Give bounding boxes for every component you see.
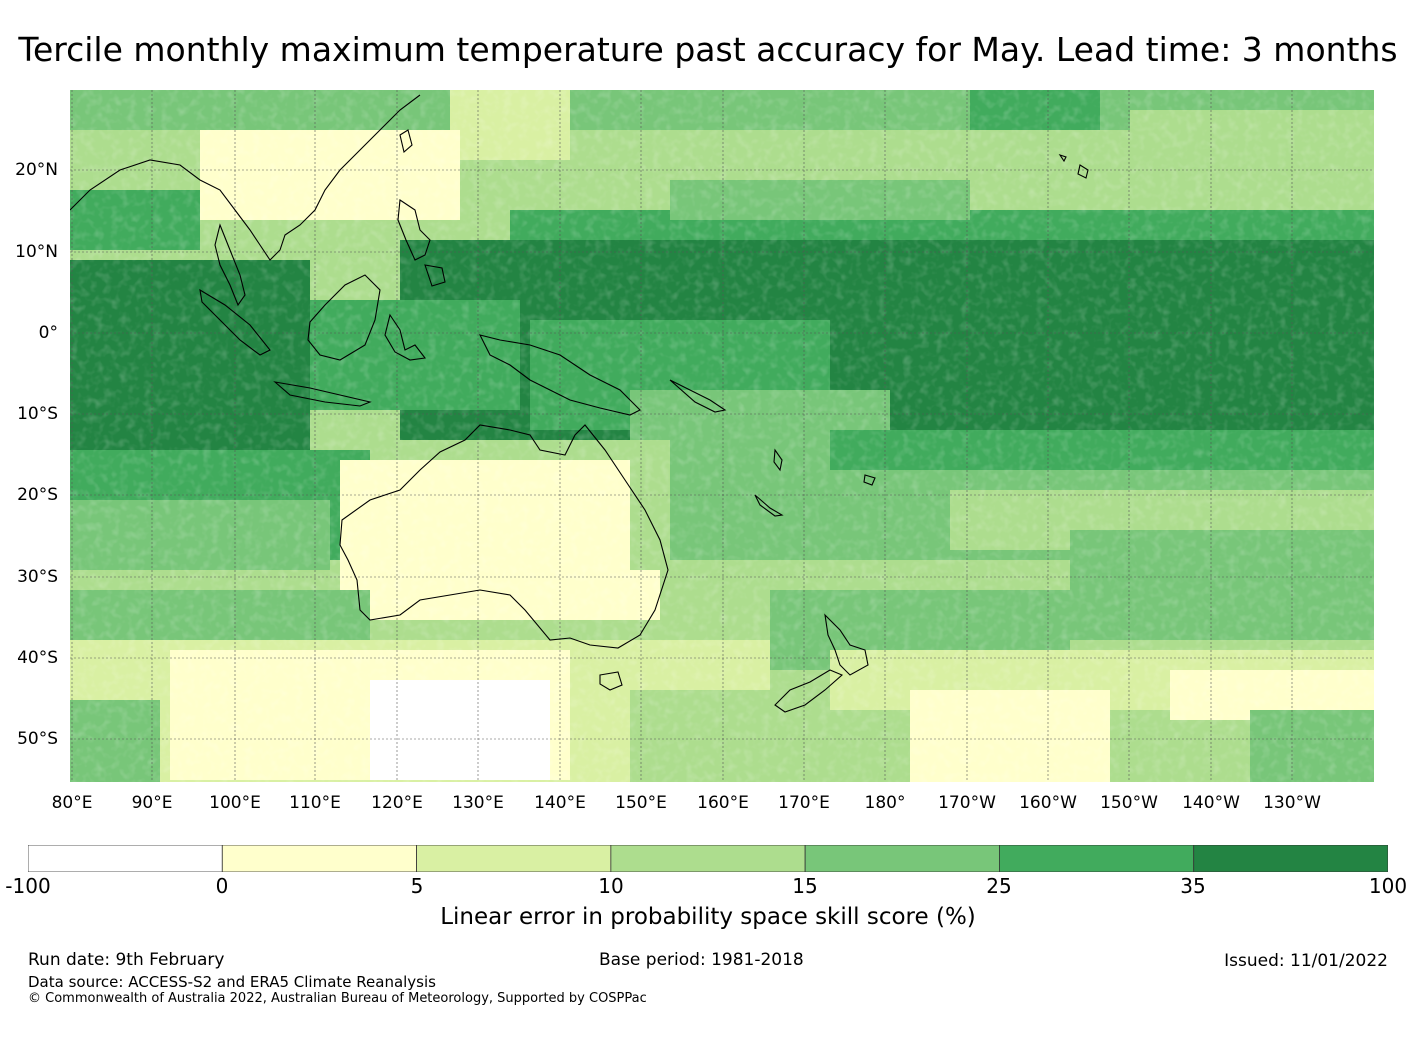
colorbar-tick: 5 <box>410 874 424 898</box>
lon-label-160e: 160°E <box>697 793 749 813</box>
coastlines <box>70 94 1089 713</box>
issued-date: Issued: 11/01/2022 <box>1224 951 1388 971</box>
lon-label-90e: 90°E <box>131 793 173 813</box>
lat-label-0: 0° <box>38 323 58 343</box>
lat-label-20s: 20°S <box>17 485 58 505</box>
colorbar-tick: 35 <box>1180 874 1206 898</box>
lon-label-130w: 130°W <box>1263 793 1321 813</box>
base-period: Base period: 1981-2018 <box>599 950 804 970</box>
lon-label-140w: 140°W <box>1182 793 1240 813</box>
colorbar-tick: 0 <box>215 874 229 898</box>
colorbar <box>28 845 1388 872</box>
colorbar-tick: 25 <box>986 874 1012 898</box>
colorbar-segment <box>999 845 1195 872</box>
colorbar-tick: 10 <box>598 874 624 898</box>
lon-label-100e: 100°E <box>209 793 261 813</box>
graticule <box>70 90 1374 782</box>
colorbar-segment <box>221 845 417 872</box>
chart-title: Tercile monthly maximum temperature past… <box>18 30 1398 69</box>
colorbar-segment <box>416 845 612 872</box>
lat-label-40s: 40°S <box>17 648 58 668</box>
colorbar-segment <box>1193 845 1388 872</box>
lon-label-80e: 80°E <box>51 793 93 813</box>
colorbar-label: Linear error in probability space skill … <box>440 904 976 930</box>
colorbar-segment <box>28 845 223 872</box>
data-source: Data source: ACCESS-S2 and ERA5 Climate … <box>28 973 436 991</box>
lat-label-10n: 10°N <box>15 242 58 262</box>
lon-label-150e: 150°E <box>615 793 667 813</box>
lon-label-120e: 120°E <box>371 793 423 813</box>
colorbar-tick: 100 <box>1368 874 1408 898</box>
lat-label-20n: 20°N <box>15 160 58 180</box>
colorbar-segment <box>804 845 1000 872</box>
lat-label-30s: 30°S <box>17 567 58 587</box>
run-date: Run date: 9th February <box>28 950 225 970</box>
lon-label-130e: 130°E <box>452 793 504 813</box>
copyright: © Commonwealth of Australia 2022, Austra… <box>28 991 647 1006</box>
colorbar-segment <box>610 845 806 872</box>
lon-label-160w: 160°W <box>1019 793 1077 813</box>
skill-map <box>70 90 1374 782</box>
lon-label-180: 180° <box>864 793 906 813</box>
lon-label-170w: 170°W <box>938 793 996 813</box>
lon-label-140e: 140°E <box>534 793 586 813</box>
colorbar-tick: -100 <box>5 874 51 898</box>
lat-label-10s: 10°S <box>17 404 58 424</box>
lon-label-170e: 170°E <box>778 793 830 813</box>
lon-label-110e: 110°E <box>289 793 341 813</box>
lat-label-50s: 50°S <box>17 729 58 749</box>
colorbar-tick: 15 <box>792 874 818 898</box>
lon-label-150w: 150°W <box>1100 793 1158 813</box>
